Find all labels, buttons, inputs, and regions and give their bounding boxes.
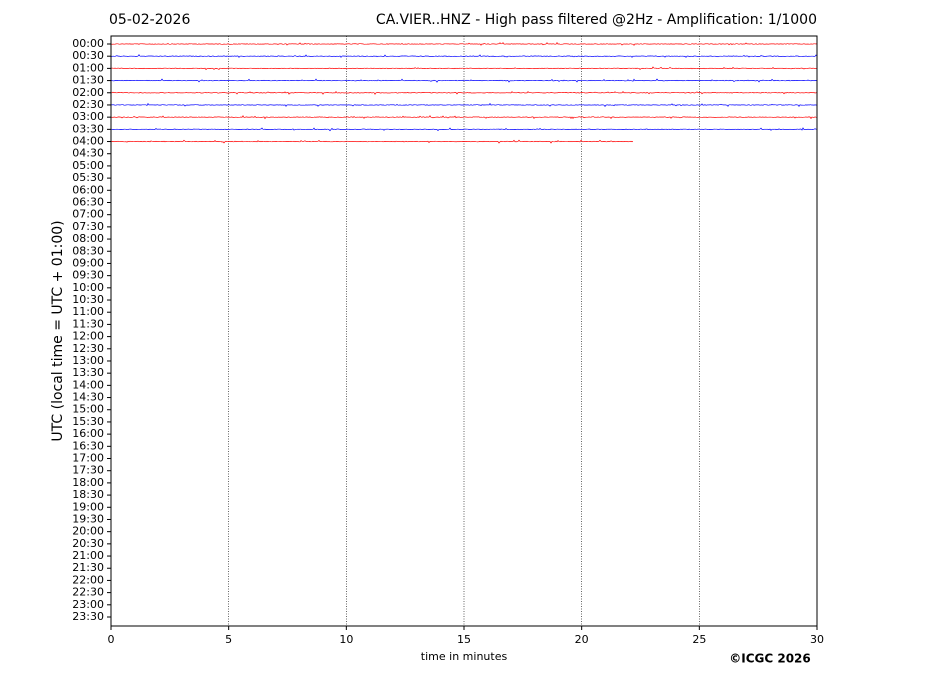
y-tick-label: 08:30 [72, 244, 104, 257]
y-tick-label: 21:30 [72, 561, 104, 574]
copyright: ©ICGC 2026 [729, 652, 811, 666]
y-tick-label: 06:30 [72, 195, 104, 208]
y-tick-label: 07:30 [72, 220, 104, 233]
seismic-trace [110, 91, 818, 95]
y-tick-label: 10:00 [72, 281, 104, 294]
x-tick-label: 0 [108, 633, 115, 646]
y-tick-label: 23:00 [72, 598, 104, 611]
y-tick-label: 19:30 [72, 512, 104, 525]
y-tick-label: 14:30 [72, 391, 104, 404]
y-tick-label: 18:30 [72, 488, 104, 501]
y-tick-label: 09:00 [72, 256, 104, 269]
y-tick-label: 22:00 [72, 573, 104, 586]
y-tick-label: 18:00 [72, 476, 104, 489]
x-tick-label: 5 [225, 633, 232, 646]
y-tick-label: 05:00 [72, 159, 104, 172]
y-tick-label: 15:30 [72, 415, 104, 428]
y-tick-label: 00:00 [72, 37, 104, 50]
y-tick-label: 08:00 [72, 232, 104, 245]
y-tick-label: 16:30 [72, 439, 104, 452]
y-tick-label: 06:00 [72, 183, 104, 196]
x-tick-label: 25 [692, 633, 706, 646]
y-tick-label: 01:30 [72, 74, 104, 87]
plot-area [110, 36, 818, 626]
y-tick-label: 09:30 [72, 269, 104, 282]
y-axis-label: UTC (local time = UTC + 01:00) [50, 220, 66, 441]
y-tick-label: 03:30 [72, 122, 104, 135]
y-tick-label: 04:30 [72, 147, 104, 160]
y-tick-label: 02:30 [72, 98, 104, 111]
y-tick-label: 19:00 [72, 500, 104, 513]
y-tick-label: 01:00 [72, 61, 104, 74]
seismic-trace [110, 115, 818, 120]
x-axis-label: time in minutes [421, 650, 508, 663]
x-tick-label: 30 [810, 633, 824, 646]
y-tick-label: 13:00 [72, 354, 104, 367]
y-tick-label: 22:30 [72, 586, 104, 599]
y-tick-label: 13:30 [72, 366, 104, 379]
chart-date: 05-02-2026 [109, 12, 190, 28]
x-tick-label: 15 [457, 633, 471, 646]
chart-title: CA.VIER..HNZ - High pass filtered @2Hz -… [376, 12, 817, 28]
y-tick-label: 15:00 [72, 403, 104, 416]
seismic-trace [110, 66, 818, 71]
y-tick-label: 21:00 [72, 549, 104, 562]
y-tick-label: 04:00 [72, 135, 104, 148]
seismic-trace [110, 127, 818, 132]
seismic-trace [110, 54, 818, 58]
y-tick-label: 20:30 [72, 537, 104, 550]
seismic-trace [110, 41, 818, 46]
y-tick-label: 12:30 [72, 342, 104, 355]
y-tick-label: 23:30 [72, 610, 104, 623]
y-tick-label: 10:30 [72, 293, 104, 306]
y-tick-label: 00:30 [72, 49, 104, 62]
y-tick-label: 20:00 [72, 525, 104, 538]
y-tick-label: 14:00 [72, 378, 104, 391]
seismic-trace [110, 78, 817, 83]
y-tick-label: 17:00 [72, 452, 104, 465]
y-tick-label: 03:00 [72, 110, 104, 123]
y-tick-label: 17:30 [72, 464, 104, 477]
y-tick-label: 11:30 [72, 317, 104, 330]
seismic-trace [110, 102, 818, 108]
y-tick-label: 05:30 [72, 171, 104, 184]
x-tick-label: 10 [339, 633, 353, 646]
y-tick-label: 12:00 [72, 330, 104, 343]
y-tick-label: 16:00 [72, 427, 104, 440]
seismic-trace [110, 139, 634, 144]
y-tick-label: 02:00 [72, 86, 104, 99]
x-tick-label: 20 [575, 633, 589, 646]
y-tick-label: 07:00 [72, 208, 104, 221]
y-tick-label: 11:00 [72, 305, 104, 318]
